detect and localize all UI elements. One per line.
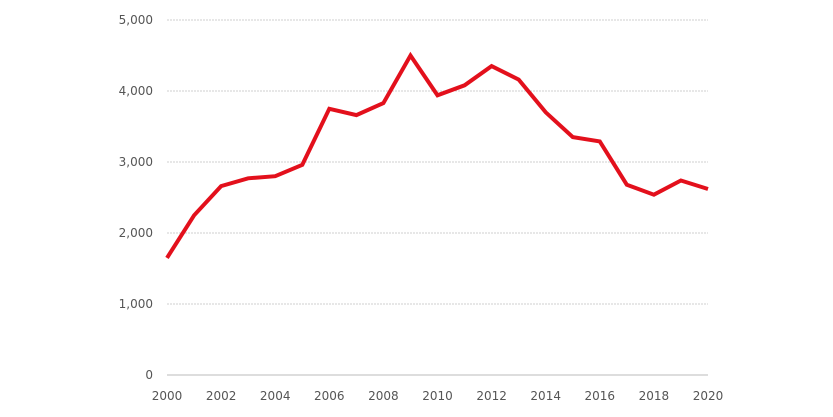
y-tick-label: 4,000 xyxy=(119,84,153,98)
y-tick-label: 3,000 xyxy=(119,155,153,169)
y-tick-label: 2,000 xyxy=(119,226,153,240)
x-axis-tick-labels: 2000 2002 2004 2006 2008 2010 2012 2014 2016 2018… xyxy=(152,389,724,403)
x-tick-label: 2012 xyxy=(476,389,507,403)
x-tick-label: 2020 xyxy=(693,389,724,403)
y-tick-label: 5,000 xyxy=(119,13,153,27)
x-tick-label: 2008 xyxy=(368,389,399,403)
x-tick-label: 2014 xyxy=(530,389,561,403)
gridlines xyxy=(167,19,708,305)
x-tick-label: 2006 xyxy=(314,389,345,403)
x-tick-label: 2016 xyxy=(585,389,616,403)
x-tick-label: 2018 xyxy=(639,389,670,403)
x-tick-label: 2010 xyxy=(422,389,453,403)
series-layer xyxy=(165,51,709,259)
y-tick-label: 0 xyxy=(145,368,153,382)
y-tick-label: 1,000 xyxy=(119,297,153,311)
y-axis-tick-labels: 0 1,000 2,000 3,000 4,000 5,000 xyxy=(119,13,153,382)
x-tick-label: 2002 xyxy=(206,389,237,403)
x-tick-label: 2000 xyxy=(152,389,183,403)
x-tick-label: 2004 xyxy=(260,389,291,403)
series-line xyxy=(165,51,709,259)
